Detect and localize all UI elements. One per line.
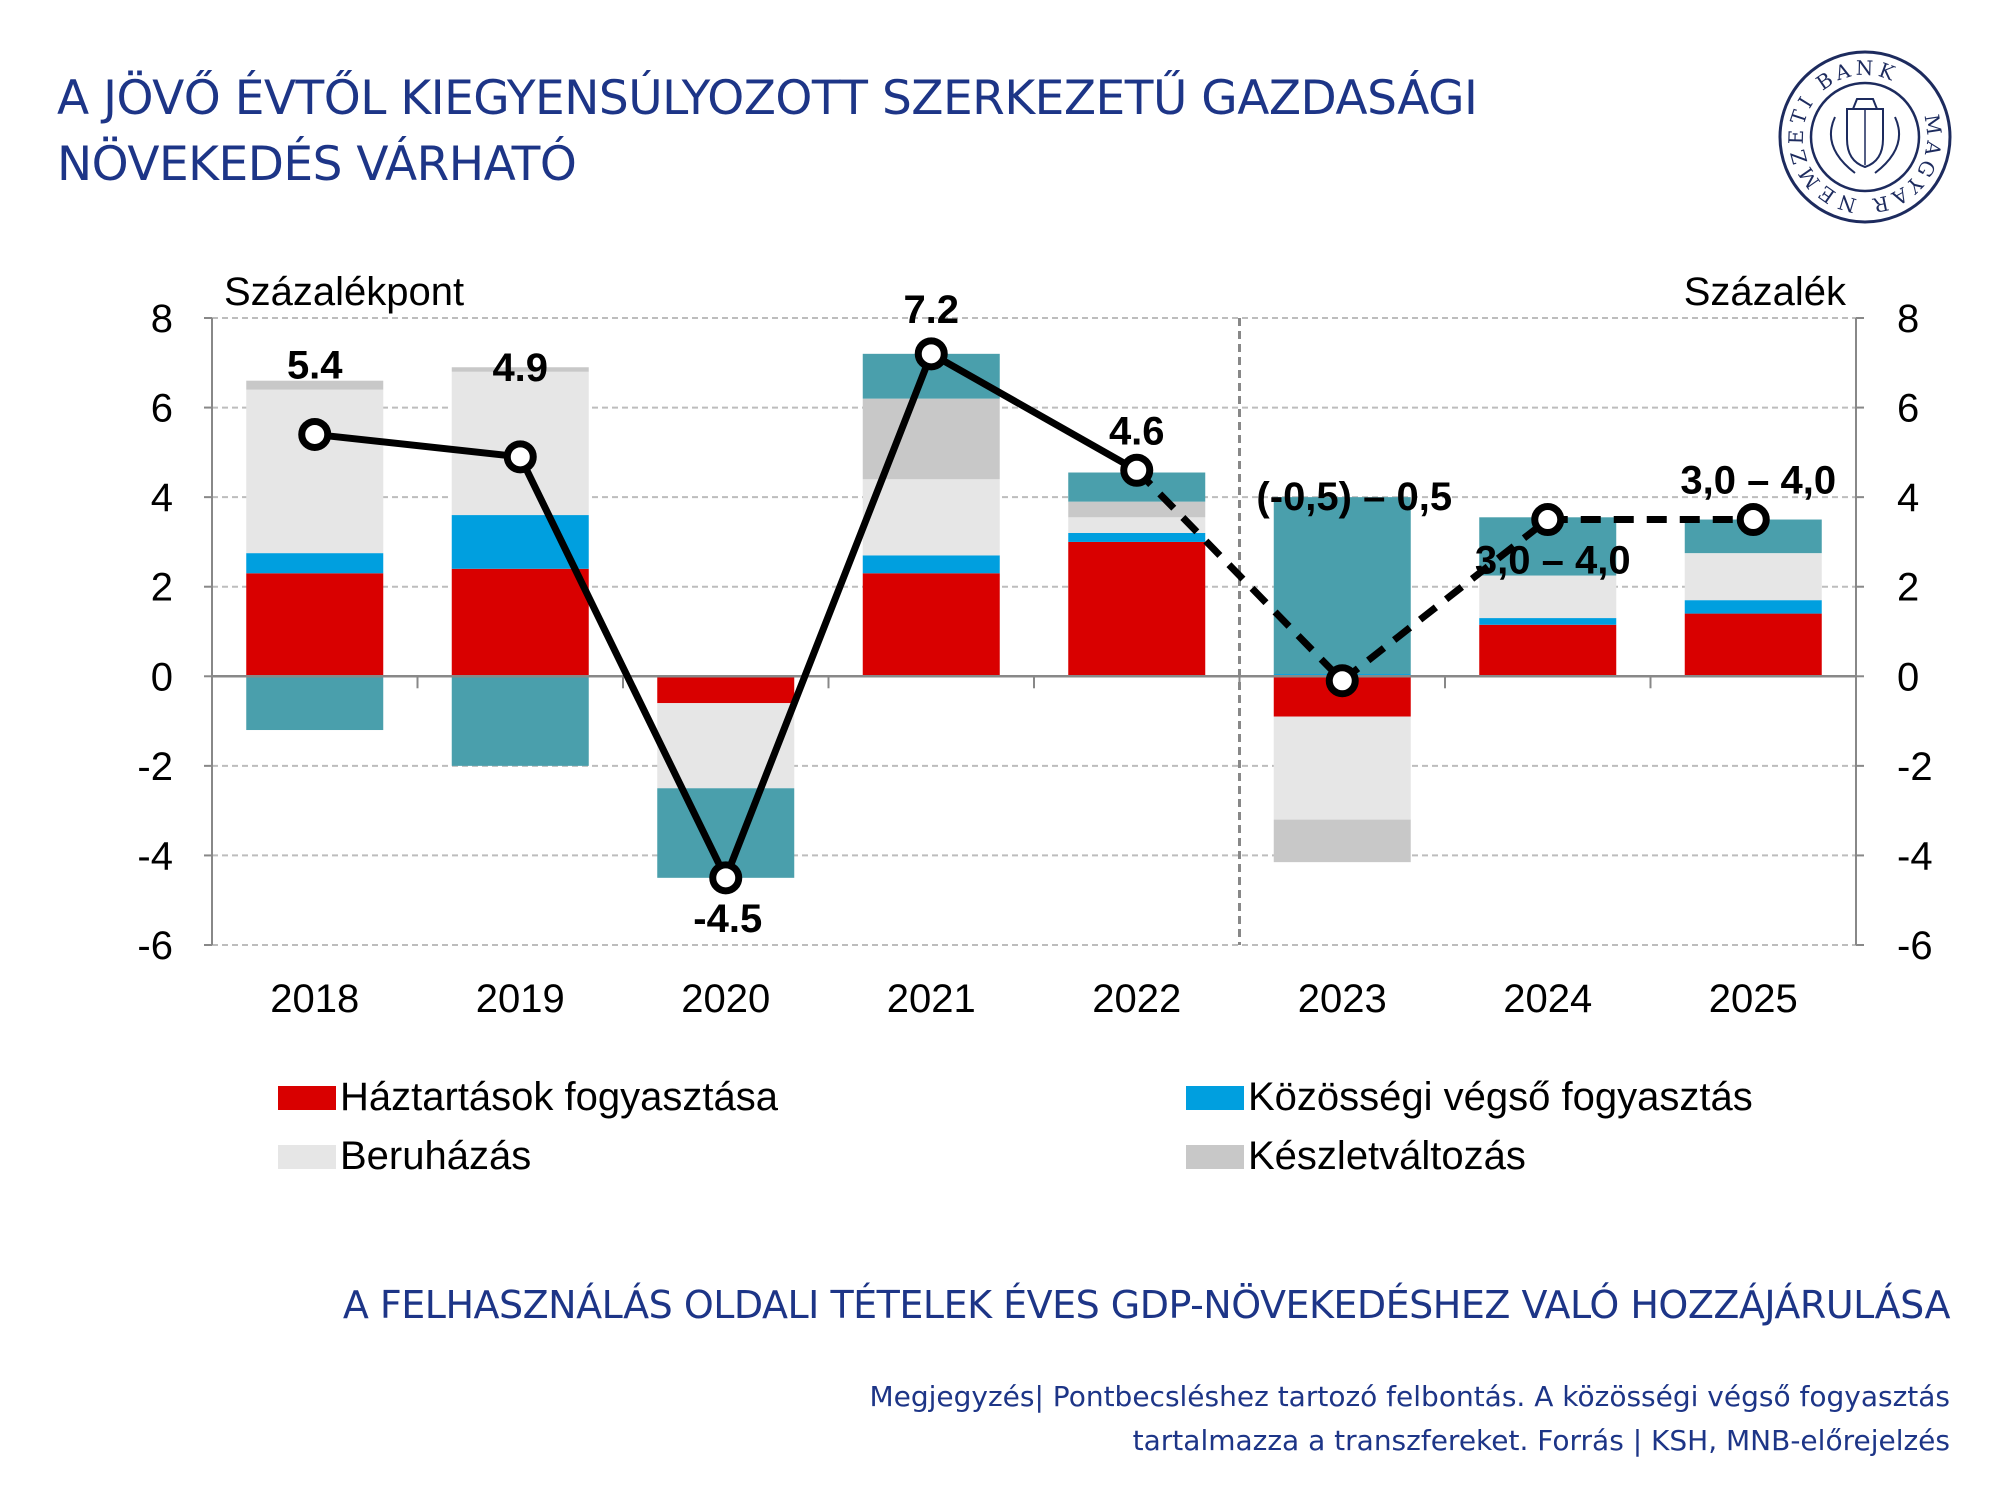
gdp-line-segment [1340,516,1550,684]
bar-segment-other [1273,497,1411,675]
data-label: (-0,5) – 0,5 [1256,475,1452,519]
gdp-point [298,417,332,451]
bar-segment-készletváltozás [246,380,384,390]
legend-label: Közösségi végső fogyasztás [1248,1075,1753,1119]
gdp-line-segment [314,430,521,461]
bar-segment-beruházás [862,479,1000,556]
legend-swatch [1186,1085,1244,1110]
y-tick-label-right: -6 [1897,924,1933,968]
y-axis-label-right: Százalék [1684,270,1847,314]
page-title: A JÖVŐ ÉVTŐL KIEGYENSÚLYOZOTT SZERKEZETŰ… [57,66,1478,198]
data-label: 7.2 [903,288,959,332]
x-tick-label: 2018 [270,977,359,1021]
bar-segment-háztartások [246,573,384,677]
gdp-point [1325,664,1359,698]
y-tick-label-right: 4 [1897,476,1919,520]
note-line-2: tartalmazza a transzfereket. Forrás | KS… [1132,1424,1950,1457]
x-tick-label: 2022 [1092,977,1181,1021]
gdp-point [1531,503,1565,537]
legend-item-beruhazas: Beruházás [278,1134,531,1179]
bar-segment-háztartások [1479,624,1617,677]
bar-segment-közösségi [1479,618,1617,625]
bar-segment-készletváltozás [1273,819,1411,863]
y-tick-label-left: -6 [137,924,173,968]
gdp-point [1120,453,1154,487]
legend-item-keszletvaltozas: Készletváltozás [1186,1134,1526,1179]
title-line-1: A JÖVŐ ÉVTŐL KIEGYENSÚLYOZOTT SZERKEZETŰ… [57,71,1478,126]
y-tick-label-left: 4 [151,476,173,520]
legend-label: Háztartások fogyasztása [340,1075,778,1119]
y-tick-label-left: 8 [151,297,173,341]
legend-item-kozossegi: Közösségi végső fogyasztás [1186,1075,1753,1120]
y-tick-label-left: 2 [151,566,173,610]
title-line-2: NÖVEKEDÉS VÁRHATÓ [57,137,577,192]
bar-segment-beruházás [246,389,384,554]
bar-segment-háztartások [657,676,795,704]
x-tick-label: 2024 [1503,977,1592,1021]
bar-segment-közösségi [246,553,384,574]
gdp-contribution-chart: Százalékpont Százalék 8 8 6 6 4 4 2 2 0 0 -2 -2 -4 -4… [137,270,1933,1021]
bar-segment-háztartások [451,568,589,677]
bar-segment-közösségi [1068,532,1206,542]
data-label: -4.5 [693,897,762,941]
y-tick-label-right: -4 [1897,834,1933,878]
y-tick-label-right: 2 [1897,566,1919,610]
data-label: 3,0 – 4,0 [1475,539,1631,583]
y-tick-label-right: 0 [1897,655,1919,699]
y-tick-label-left: 0 [151,655,173,699]
gdp-line-segment [517,455,729,880]
gdp-line-segment [929,350,1139,474]
bar-segment-other [451,676,589,766]
gdp-line-segment [1134,467,1345,684]
y-tick-label-left: -2 [137,745,173,789]
data-label: 4.6 [1109,409,1165,453]
note-line-1: Megjegyzés| Pontbecsléshez tartozó felbo… [869,1380,1950,1413]
data-label: 5.4 [287,343,343,387]
bar-segment-háztartások [862,573,1000,677]
legend-swatch [1186,1144,1244,1169]
y-axis-label-left: Százalékpont [224,270,464,314]
gdp-point [709,861,743,895]
legend-label: Beruházás [340,1134,532,1178]
gdp-point [1736,503,1770,537]
gdp-point [914,337,948,371]
legend-swatch [278,1144,336,1169]
bar-segment-háztartások [1684,613,1822,677]
gdp-point [503,440,537,474]
legend-item-haztartasok: Háztartások fogyasztása [278,1075,778,1120]
bar-segment-beruházás [1068,517,1206,533]
chart-subtitle: A FELHASZNÁLÁS OLDALI TÉTELEK ÉVES GDP-N… [342,1283,1951,1327]
bar-segment-beruházás [1479,575,1617,619]
data-label: 4.9 [492,346,548,390]
x-tick-label: 2020 [681,977,770,1021]
y-tick-label-left: 6 [151,387,173,431]
legend-swatch [278,1085,336,1110]
bar-segment-közösségi [1684,600,1822,614]
bar-segment-készletváltozás [1068,501,1206,518]
bar-segment-other [246,676,384,731]
legend-label: Készletváltozás [1248,1134,1526,1178]
bar-segment-háztartások [1068,541,1206,677]
bar-segment-beruházás [657,703,795,789]
gdp-line-segment [722,352,935,880]
x-tick-label: 2019 [476,977,565,1021]
y-tick-label-left: -4 [137,834,173,878]
x-tick-label: 2021 [887,977,976,1021]
y-tick-label-right: 6 [1897,387,1919,431]
bar-segment-készletváltozás [451,367,589,372]
y-tick-label-right: -2 [1897,745,1933,789]
x-tick-label: 2023 [1298,977,1387,1021]
bar-segment-beruházás [1273,716,1411,820]
bar-segment-közösségi [862,555,1000,574]
mnb-logo: MAGYAR NEMZETI BANK [1778,50,1952,224]
x-tick-label: 2025 [1709,977,1798,1021]
y-tick-label-right: 8 [1897,297,1919,341]
bar-segment-közösségi [451,515,589,569]
bar-segment-beruházás [1684,553,1822,601]
data-label: 3,0 – 4,0 [1680,459,1836,503]
